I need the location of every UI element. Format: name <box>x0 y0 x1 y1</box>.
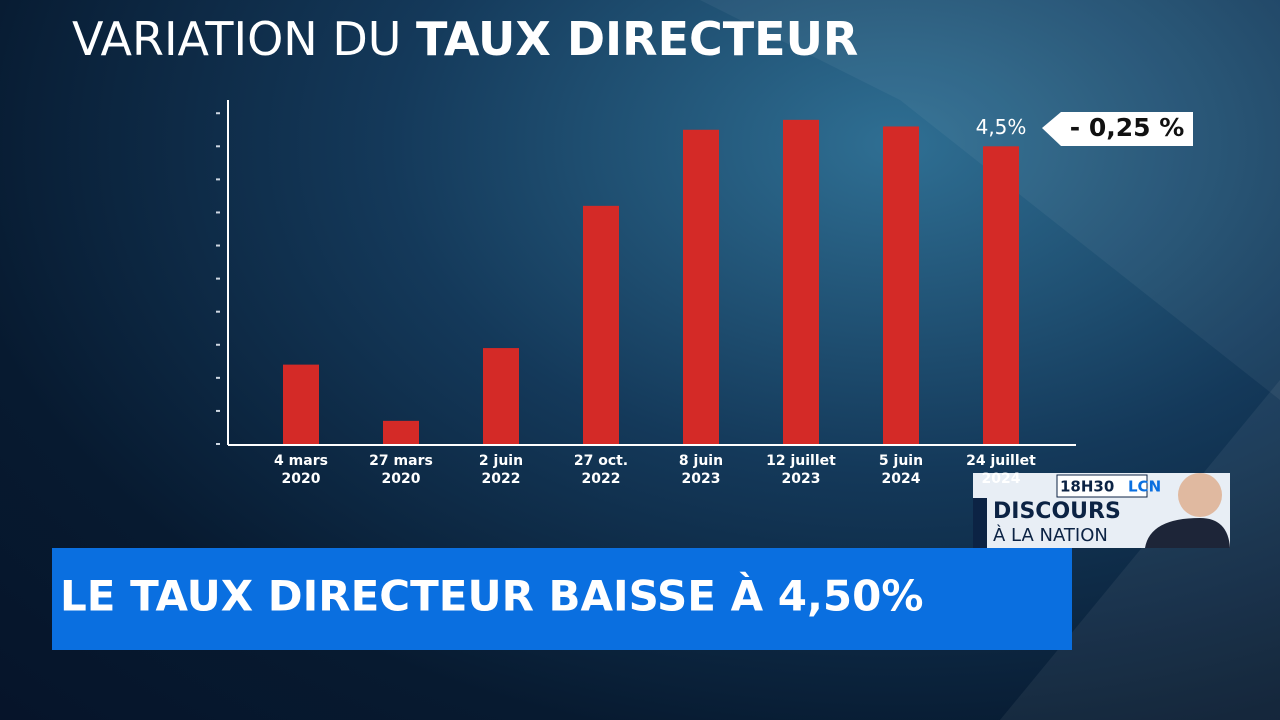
title-light: VARIATION DU <box>72 12 401 66</box>
x-tick-label: 5 juin 2024 <box>878 453 924 487</box>
portrait-head <box>1178 473 1222 517</box>
x-tick-label: 12 juillet 2023 <box>766 453 836 487</box>
bug-time-box <box>1056 474 1148 498</box>
bar <box>583 205 619 444</box>
value-label: 4,5% <box>976 115 1027 139</box>
annotation-text: - 0,25 % <box>1070 113 1185 142</box>
bug-flag <box>973 498 987 548</box>
bug-line2: À LA NATION <box>993 524 1108 546</box>
bar <box>783 119 819 444</box>
x-tick-label: 27 mars 2020 <box>369 453 433 487</box>
x-tick-label: 4 mars 2020 <box>274 453 328 487</box>
bug-line1: DISCOURS <box>993 499 1121 524</box>
x-tick-label: 2 juin 2022 <box>478 453 524 487</box>
headline-box <box>52 548 1072 650</box>
bug-channel: LCN <box>1128 478 1161 496</box>
chart-title: VARIATION DU TAUX DIRECTEUR <box>72 12 858 66</box>
x-tick-label: 27 oct. 2022 <box>573 453 629 487</box>
program-bug: 18H30 LCN DISCOURS À LA NATION <box>973 473 1230 548</box>
annotation: - 0,25 % <box>1042 112 1193 146</box>
bar <box>983 146 1019 445</box>
x-tick-label: 24 juillet 2024 <box>966 453 1036 487</box>
x-tick-label: 8 juin 2023 <box>678 453 724 487</box>
bar <box>683 129 719 444</box>
portrait-body <box>1145 518 1230 548</box>
title-bold: TAUX DIRECTEUR <box>416 12 858 66</box>
headline: LE TAUX DIRECTEUR BAISSE À 4,50% <box>60 571 923 621</box>
bar <box>283 364 319 444</box>
bg-shape <box>700 0 1280 400</box>
bug-time: 18H30 <box>1060 478 1114 496</box>
bar <box>383 420 419 444</box>
annotation-box <box>1042 112 1193 146</box>
bar <box>483 348 519 444</box>
bar <box>883 126 919 444</box>
